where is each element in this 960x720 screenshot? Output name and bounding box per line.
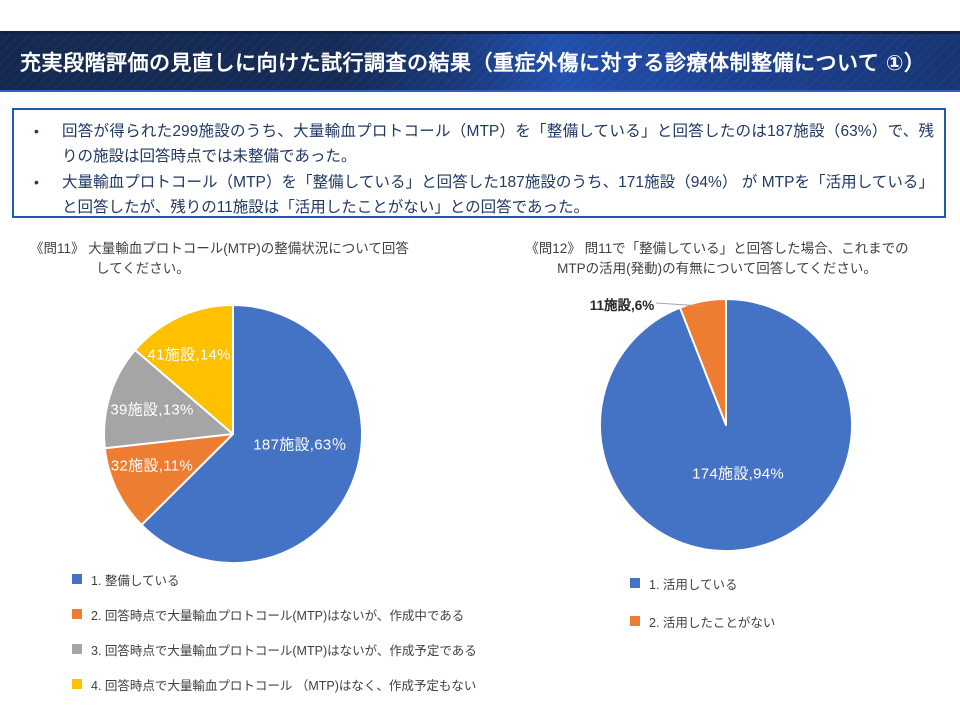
pie-data-label: 174施設,94% <box>692 465 785 483</box>
legend-q11: 1. 整備している 2. 回答時点で大量輸血プロトコール(MTP)はないが、作成… <box>72 568 477 708</box>
chart-title-q11-line2: してください。 <box>96 261 190 276</box>
pie-slice <box>599 298 853 552</box>
legend-label: 4. 回答時点で大量輸血プロトコール （MTP)はなく、作成予定もない <box>91 678 477 693</box>
page-title: 充実段階評価の見直しに向けた試行調査の結果（重症外傷に対する診療体制整備について… <box>20 52 926 75</box>
pie-slice <box>140 304 363 564</box>
summary-box: 回答が得られた299施設のうち、大量輸血プロトコール（MTP）を「整備している」… <box>12 108 946 218</box>
legend-item: 4. 回答時点で大量輸血プロトコール （MTP)はなく、作成予定もない <box>72 673 477 695</box>
legend-q12: 1. 活用している 2. 活用したことがない <box>630 572 775 648</box>
pie-slice <box>134 304 234 435</box>
legend-label: 3. 回答時点で大量輸血プロトコール(MTP)はないが、作成予定である <box>91 643 477 658</box>
legend-label: 2. 回答時点で大量輸血プロトコール(MTP)はないが、作成中である <box>91 608 465 623</box>
legend-swatch <box>72 574 82 584</box>
legend-swatch <box>72 609 82 619</box>
legend-swatch <box>72 644 82 654</box>
legend-swatch <box>72 679 82 689</box>
legend-label: 1. 整備している <box>91 573 180 588</box>
legend-swatch <box>630 616 640 626</box>
pie-label-outside-q12: 11施設,6% <box>589 298 655 313</box>
pie-data-label: 41施設,14% <box>147 346 231 364</box>
pie-data-label: 32施設,11% <box>110 457 194 475</box>
pie-slice <box>103 433 234 526</box>
slide-title-bar: 充実段階評価の見直しに向けた試行調査の結果（重症外傷に対する診療体制整備について… <box>0 31 960 92</box>
summary-bullet-1: 回答が得られた299施設のうち、大量輸血プロトコール（MTP）を「整備している」… <box>22 119 934 169</box>
pie-slice <box>679 298 727 426</box>
chart-title-q11: 《問11》 大量輸血プロトコール(MTP)の整備状況について回答 してください。 <box>30 239 490 279</box>
summary-bullet-2: 大量輸血プロトコール（MTP）を「整備している」と回答した187施設のうち、17… <box>22 170 934 220</box>
pie-chart-q12: 11施設,6% 174施設,94% <box>590 298 853 552</box>
pie-chart-q11: 187施設,63％ 32施設,11% 39施設,13% 41施設,14% <box>103 304 363 564</box>
pie-data-label: 39施設,13% <box>110 401 194 419</box>
chart-title-q12: 《問12》 問11で「整備している」と回答した場合、これまでの MTPの活用(発… <box>492 239 942 279</box>
legend-item: 2. 回答時点で大量輸血プロトコール(MTP)はないが、作成中である <box>72 603 477 625</box>
chart-title-q12-line1: 《問12》 問11で「整備している」と回答した場合、これまでの <box>525 241 909 256</box>
legend-item: 1. 整備している <box>72 568 477 590</box>
pie-data-label: 187施設,63％ <box>253 436 347 454</box>
legend-item: 3. 回答時点で大量輸血プロトコール(MTP)はないが、作成予定である <box>72 638 477 660</box>
legend-label: 1. 活用している <box>649 577 738 592</box>
chart-title-q11-line1: 《問11》 大量輸血プロトコール(MTP)の整備状況について回答 <box>30 241 409 256</box>
legend-swatch <box>630 578 640 588</box>
legend-item: 2. 活用したことがない <box>630 610 775 632</box>
legend-label: 2. 活用したことがない <box>649 615 776 630</box>
pie-slice <box>103 348 234 450</box>
chart-title-q12-line2: MTPの活用(発動)の有無について回答してください。 <box>557 261 877 276</box>
legend-item: 1. 活用している <box>630 572 775 594</box>
summary-bullet-list: 回答が得られた299施設のうち、大量輸血プロトコール（MTP）を「整備している」… <box>22 119 934 220</box>
